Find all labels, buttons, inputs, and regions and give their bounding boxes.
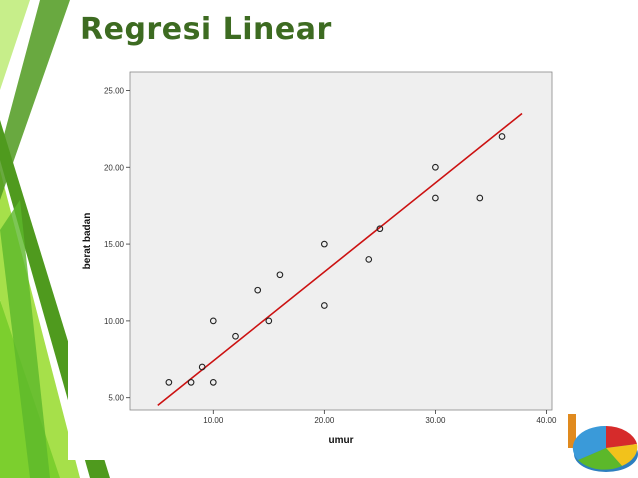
y-tick-label: 10.00 <box>104 317 125 326</box>
x-axis: 10.00 20.00 30.00 40.00 <box>203 410 557 425</box>
scatter-plot: 5.00 10.00 15.00 20.00 25.00 10.00 20.00 30.00… <box>82 71 557 446</box>
regression-line-group <box>157 112 523 407</box>
regression-line <box>157 112 523 407</box>
data-point <box>432 163 439 171</box>
y-tick-label: 20.00 <box>104 163 125 172</box>
x-axis-label: umur <box>329 435 354 446</box>
data-point <box>254 286 262 294</box>
data-point <box>476 194 484 202</box>
chart-panel: 5.00 10.00 15.00 20.00 25.00 10.00 20.00 30.00… <box>68 60 568 460</box>
data-point <box>198 363 206 371</box>
data-point <box>276 271 284 279</box>
y-tick-label: 15.00 <box>104 240 125 249</box>
deco-stripe-6 <box>0 200 50 478</box>
pie-icon-slice-yellow <box>606 444 638 466</box>
data-point <box>320 240 328 248</box>
data-point <box>432 194 439 202</box>
pie-icon-block <box>568 414 576 448</box>
deco-stripe-5 <box>0 0 70 200</box>
x-tick-label: 40.00 <box>536 416 557 425</box>
data-point <box>209 317 217 325</box>
x-tick-label: 10.00 <box>203 416 224 425</box>
data-point <box>209 378 217 386</box>
x-tick-label: 30.00 <box>425 416 446 425</box>
pie-chart-icon <box>568 414 638 472</box>
data-point <box>376 225 384 233</box>
data-points <box>165 133 506 386</box>
pie-icon-slice-blue <box>572 425 606 460</box>
pie-icon-slice-green <box>578 448 622 470</box>
x-tick-label: 20.00 <box>314 416 335 425</box>
slide-title: Regresi Linear <box>80 12 332 47</box>
plot-area <box>129 71 553 411</box>
data-point <box>165 378 173 386</box>
data-point <box>265 317 273 325</box>
data-point <box>498 133 506 140</box>
y-axis-label: berat badan <box>82 213 93 270</box>
deco-stripe-4 <box>0 0 30 90</box>
y-tick-label: 25.00 <box>104 86 125 95</box>
pie-icon-slice-red <box>606 426 637 448</box>
y-axis: 5.00 10.00 15.00 20.00 25.00 <box>104 86 130 403</box>
y-tick-label: 5.00 <box>108 394 124 403</box>
data-point <box>232 332 239 340</box>
data-point <box>187 378 195 386</box>
data-point <box>365 256 373 263</box>
data-point <box>320 302 328 309</box>
